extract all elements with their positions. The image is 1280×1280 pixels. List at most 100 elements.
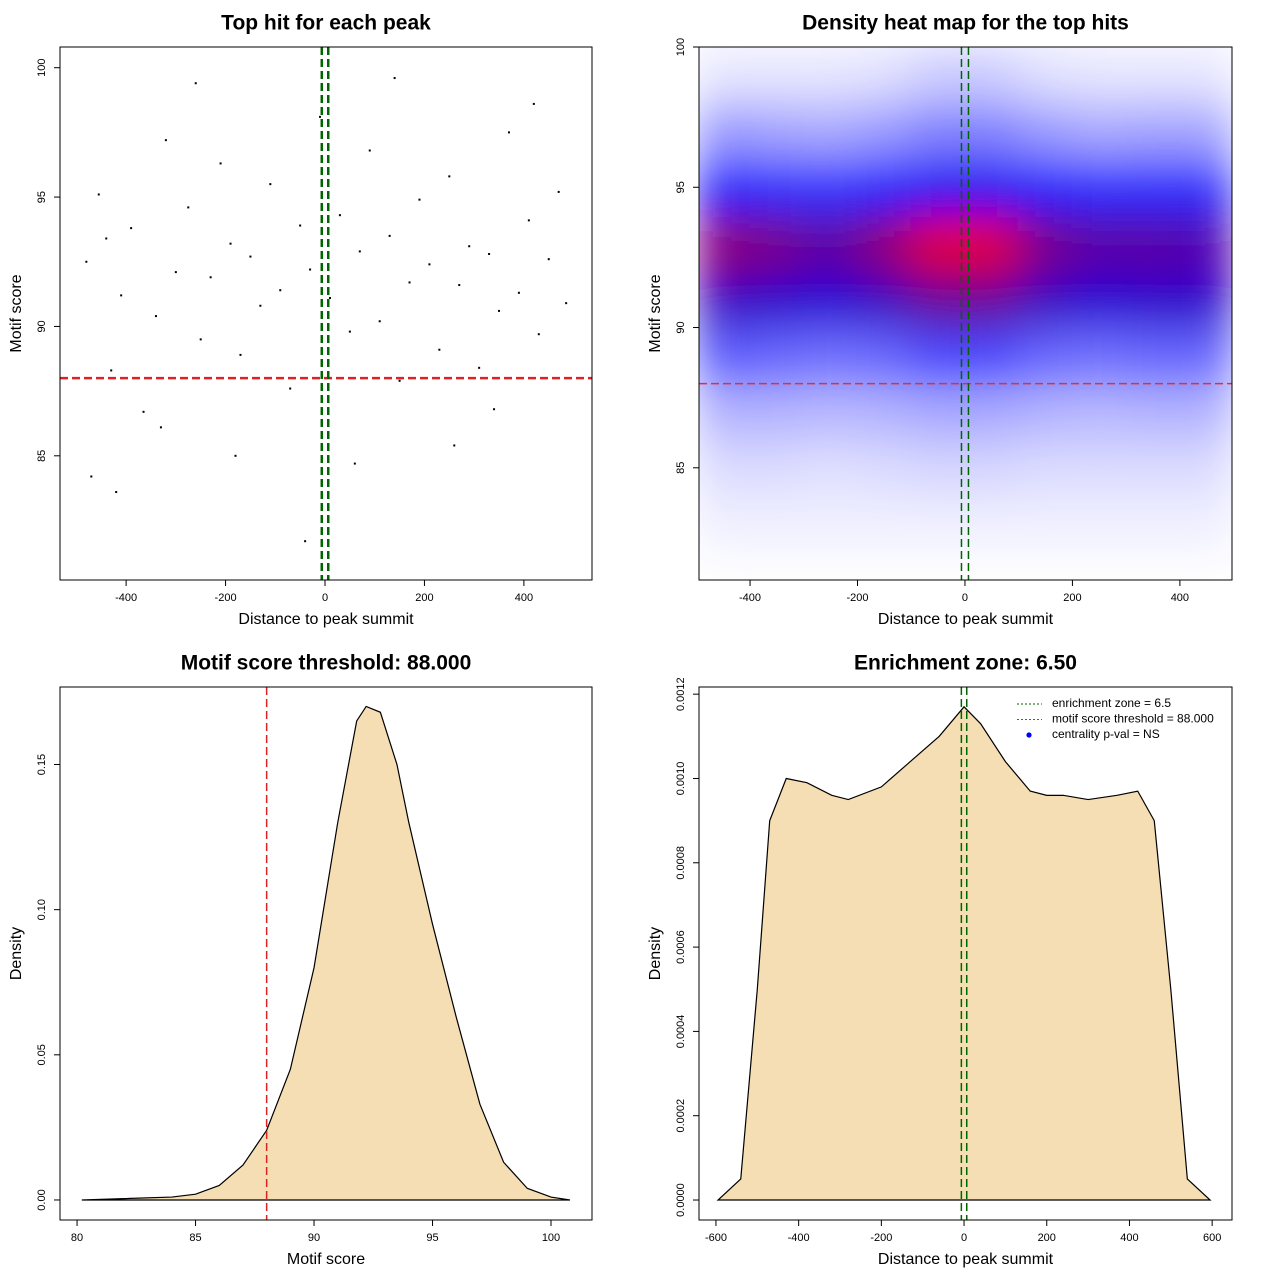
heat-cell [699, 47, 752, 105]
point [438, 348, 441, 351]
heat-cell [1071, 47, 1128, 105]
heat-cell [1178, 494, 1232, 553]
heat-cell [1178, 382, 1232, 441]
heat-cell [699, 382, 752, 441]
heat-cell [1017, 326, 1074, 385]
heat-cell [1071, 270, 1128, 329]
point [368, 149, 371, 152]
point [304, 540, 307, 543]
panel-title: Enrichment zone: 6.50 [854, 652, 1077, 675]
point [249, 255, 252, 258]
x-tick-label: 200 [1038, 1232, 1056, 1244]
point [269, 183, 272, 186]
heat-cell [699, 270, 752, 329]
plot-frame [59, 686, 593, 1221]
x-tick-label: 200 [1063, 592, 1081, 604]
heat-cell [1017, 102, 1074, 161]
panel: -600 -400 -200 0 200 400 600 0.0000 0.0002 0.0004… [647, 652, 1233, 1268]
heat-cell [1017, 438, 1074, 497]
heat-cell [749, 47, 805, 105]
heat-cell [1071, 102, 1128, 161]
point [110, 369, 113, 372]
heat-cell [963, 326, 1020, 385]
heat-cell [963, 47, 1020, 105]
point [507, 131, 510, 134]
heat-cell [910, 102, 966, 161]
heat-cell [1178, 102, 1232, 161]
heat-cell [910, 270, 966, 329]
y-tick-label: 95 [36, 191, 48, 203]
point [90, 475, 93, 478]
heat-cell [963, 270, 1020, 329]
point [199, 338, 202, 341]
point [517, 291, 520, 294]
x-tick-label: 90 [308, 1232, 320, 1244]
x-tick-label: 600 [1203, 1232, 1221, 1244]
y-tick-label: 0.00 [36, 1189, 48, 1210]
point [378, 320, 381, 323]
point [130, 227, 133, 230]
panel-title: Top hit for each peak [221, 12, 431, 35]
heat-cell [1071, 438, 1128, 497]
heat-cell [910, 382, 966, 441]
x-tick-label: 85 [189, 1232, 201, 1244]
panel: -400 -200 0 200 400 85 90 95 100 Density heat map… [647, 12, 1233, 628]
y-tick-label: 0.0000 [675, 1183, 687, 1217]
legend-label: centrality p-val = NS [1052, 727, 1160, 741]
heat-cell [1125, 438, 1181, 497]
heat-cell [1017, 494, 1074, 553]
point [174, 271, 177, 274]
heat-cell [910, 47, 966, 105]
density-area [716, 705, 1212, 1201]
y-tick-label: 85 [675, 462, 687, 474]
heat-cell [1125, 270, 1181, 329]
heat-cell [856, 102, 913, 161]
point [154, 315, 157, 318]
y-tick-label: 90 [675, 321, 687, 333]
point [279, 289, 282, 292]
point [418, 198, 421, 201]
point [448, 175, 451, 178]
plot-frame [698, 686, 1233, 1221]
plot-frame [698, 46, 1233, 581]
heat-cell [910, 438, 966, 497]
heat-cell [856, 47, 913, 105]
heat-cell [963, 494, 1020, 553]
point [328, 296, 331, 299]
heat-cell [802, 47, 859, 105]
heat-cell [910, 214, 966, 273]
heat-cell [1017, 270, 1074, 329]
x-tick-label: -200 [846, 592, 868, 604]
point [159, 426, 162, 429]
point [353, 462, 356, 465]
point [453, 444, 456, 447]
point [428, 263, 431, 266]
heat-cell [1178, 438, 1232, 497]
legend-label: enrichment zone = 6.5 [1052, 696, 1171, 710]
heat-cell [1178, 214, 1232, 273]
y-tick-label: 0.15 [36, 754, 48, 775]
heat-cell [749, 382, 805, 441]
y-tick-label: 95 [675, 181, 687, 193]
point [319, 115, 322, 118]
point [259, 304, 262, 307]
legend-marker [1026, 732, 1032, 738]
panel-title: Motif score threshold: 88.000 [181, 652, 472, 675]
legend-label: motif score threshold = 88.000 [1052, 712, 1214, 726]
y-tick-label: 0.0010 [675, 762, 687, 796]
point [164, 139, 167, 142]
heat-cell [963, 438, 1020, 497]
point [85, 260, 88, 263]
point [142, 410, 145, 413]
y-tick-label: 90 [36, 320, 48, 332]
heat-cell [856, 158, 913, 217]
heat-cell [856, 214, 913, 273]
heat-cell [749, 494, 805, 553]
heat-cell [802, 382, 859, 441]
point [393, 77, 396, 80]
heat-cell [699, 158, 752, 217]
y-axis-label: Density [647, 927, 664, 980]
heat-cell [1017, 158, 1074, 217]
heat-cell [749, 102, 805, 161]
heat-cell [963, 158, 1020, 217]
